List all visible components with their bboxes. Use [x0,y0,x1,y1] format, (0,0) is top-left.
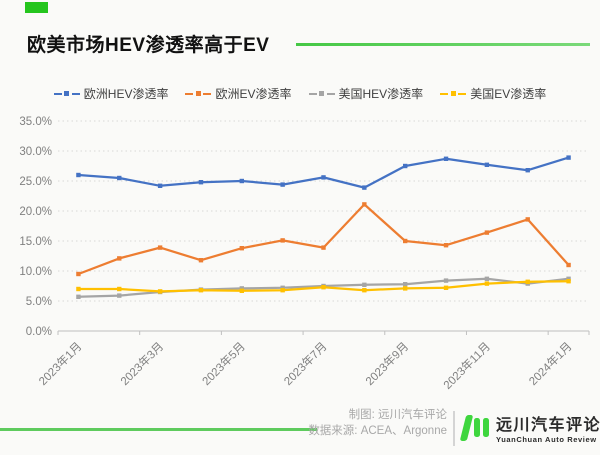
series-marker-0 [443,156,449,161]
x-tick-label: 2024年1月 [526,339,575,388]
legend-item-0: 欧洲HEV渗透率 [53,85,169,102]
series-marker-3 [117,286,122,292]
y-tick-label: 35.0% [19,116,52,128]
series-marker-1 [117,256,122,261]
series-marker-1 [402,238,408,244]
legend-marker-icon [308,89,335,98]
series-marker-2 [117,293,122,298]
y-tick-label: 25.0% [19,176,52,188]
series-marker-3 [443,285,449,290]
legend-marker-icon [440,89,467,98]
logo-bar-icon [473,418,480,437]
series-marker-3 [362,288,367,293]
series-marker-2 [484,276,490,281]
logo-bar-icon [459,415,474,441]
x-tick-label: 2023年5月 [199,339,248,388]
series-line-0 [78,156,569,189]
y-tick-label: 15.0% [19,236,52,248]
series-marker-0 [566,155,571,160]
series-marker-0 [362,185,367,190]
series-marker-1 [484,230,490,235]
logo-subtext: YuanChuan Auto Review [496,434,597,444]
series-marker-2 [362,282,367,287]
x-tick-label: 2023年3月 [117,339,166,388]
series-marker-1 [239,246,245,251]
series-marker-1 [321,245,326,250]
logo-bars-icon [459,414,489,445]
series-marker-0 [239,178,245,184]
legend-label: 美国EV渗透率 [470,87,547,101]
legend-marker-icon [53,89,80,98]
credit-source: 数据来源: ACEA、Argonne [308,425,447,437]
y-tick-label: 5.0% [26,296,52,308]
series-marker-1 [362,202,367,207]
series-marker-0 [321,175,326,180]
credit-author: 制图: 远川汽车评论 [348,409,447,421]
legend-label: 欧洲EV渗透率 [215,87,292,101]
series-marker-3 [239,288,245,293]
series-marker-3 [566,279,571,284]
x-tick-label: 2023年7月 [281,339,330,388]
series-marker-1 [525,217,530,222]
legend-marker-icon [185,89,212,98]
brand-accent-chip [25,2,48,13]
series-marker-3 [280,288,285,293]
series-marker-0 [117,175,122,181]
series-marker-3 [525,279,530,284]
y-tick-label: 30.0% [19,146,52,158]
series-marker-0 [484,162,490,167]
series-marker-0 [198,180,204,185]
logo-text-block: 远川汽车评论 YuanChuan Auto Review [496,416,600,444]
legend-label: 美国HEV渗透率 [338,87,424,101]
logo-name: 远川汽车评论 [496,416,600,434]
page-title: 欧美市场HEV渗透率高于EV [27,35,270,56]
series-marker-1 [566,262,571,268]
series-marker-2 [280,285,285,290]
series-marker-3 [198,288,204,293]
legend-item-1: 欧洲EV渗透率 [185,85,292,102]
y-tick-label: 20.0% [19,206,52,218]
series-marker-0 [525,168,530,173]
footer-divider [453,411,455,446]
legend-label: 欧洲HEV渗透率 [83,87,169,101]
x-tick-label: 2023年1月 [36,339,85,388]
series-marker-1 [198,258,204,263]
x-tick-label: 2023年9月 [363,339,412,388]
series-marker-2 [402,282,408,287]
series-marker-3 [402,286,408,291]
series-marker-2 [76,294,81,299]
series-marker-0 [402,163,408,169]
series-marker-3 [157,289,163,294]
legend-item-2: 美国HEV渗透率 [308,85,424,102]
series-marker-2 [239,286,245,291]
brand-logo: 远川汽车评论 YuanChuan Auto Review [459,414,600,445]
series-marker-1 [157,245,163,250]
series-marker-2 [566,276,571,281]
chart-legend: 欧洲HEV渗透率 欧洲EV渗透率 美国HEV渗透率 美国EV渗透率 [0,85,600,102]
x-tick-label: 2023年11月 [440,339,493,392]
credits-block: 制图: 远川汽车评论 数据来源: ACEA、Argonne [308,407,447,439]
series-marker-1 [76,271,81,277]
series-line-1 [78,203,570,276]
series-marker-1 [280,238,285,243]
logo-bar-icon [483,418,489,437]
series-marker-3 [321,285,326,290]
series-marker-0 [157,183,163,188]
series-marker-2 [443,278,449,283]
legend-item-3: 美国EV渗透率 [440,85,546,102]
series-marker-0 [280,182,285,187]
series-marker-0 [76,172,81,178]
line-chart: 35.0%30.0%25.0%20.0%15.0%10.0%5.0%0.0%20… [19,116,590,392]
series-marker-3 [484,281,490,286]
series-marker-3 [76,286,81,292]
footer-accent-line [0,428,317,431]
y-tick-label: 0.0% [26,326,52,338]
y-tick-label: 10.0% [19,266,52,278]
series-marker-1 [443,243,449,248]
title-underline [296,43,590,46]
